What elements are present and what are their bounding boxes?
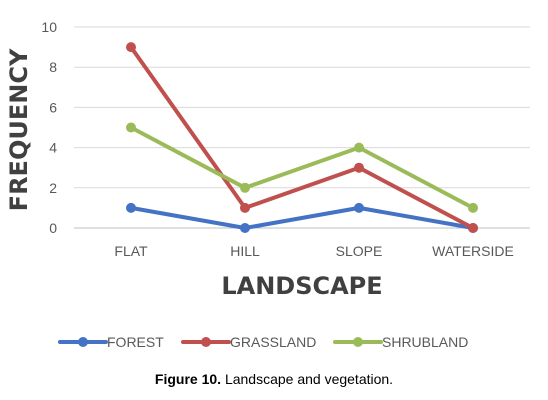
data-point (354, 142, 364, 153)
data-point (240, 182, 250, 193)
gridlines (74, 26, 530, 229)
figure-caption-text: Landscape and vegetation. (224, 371, 394, 387)
data-point (240, 202, 250, 213)
series-line (129, 45, 475, 230)
y-axis-ticks: 0 2 4 6 8 10 (41, 19, 57, 236)
data-point (240, 223, 250, 233)
legend-swatch-marker (353, 337, 363, 347)
y-tick-label: 0 (49, 220, 57, 236)
y-tick-label: 10 (41, 19, 57, 35)
series-line (129, 205, 475, 230)
y-tick-label: 2 (49, 180, 57, 196)
x-category-label: FLAT (114, 243, 148, 259)
data-point (126, 202, 136, 213)
x-category-label: SLOPE (336, 243, 383, 259)
legend-item-shrubland: SHRUBLAND (333, 334, 468, 350)
legend-item-forest: FOREST (58, 334, 164, 350)
data-point (126, 122, 136, 133)
data-point (126, 42, 136, 53)
y-axis-title: FREQUENCY (5, 48, 33, 211)
figure-number: Figure 10. (154, 371, 222, 387)
y-tick-label: 6 (49, 99, 57, 115)
data-point (354, 202, 364, 213)
x-axis-title: LANDSCAPE (221, 272, 382, 300)
y-tick-label: 8 (49, 59, 57, 75)
data-point (468, 202, 478, 213)
series-lines (126, 42, 478, 233)
legend-swatch-marker (78, 337, 88, 347)
legend-swatch-marker (201, 337, 211, 347)
series-line (129, 125, 475, 210)
legend-label: FOREST (107, 334, 164, 350)
legend-label: SHRUBLAND (382, 334, 468, 350)
data-point (468, 223, 478, 233)
series-shrubland (126, 122, 478, 213)
legend: FOREST GRASSLAND SHRUBLAND (58, 334, 468, 350)
x-category-label: HILL (230, 243, 260, 259)
series-grassland (126, 42, 478, 233)
legend-item-grassland: GRASSLAND (181, 334, 316, 350)
x-axis-categories: FLAT HILL SLOPE WATERSIDE (114, 243, 513, 259)
x-category-label: WATERSIDE (432, 243, 514, 259)
data-point (354, 162, 364, 173)
legend-label: GRASSLAND (230, 334, 316, 350)
line-chart: 0 2 4 6 8 10 FLAT HILL SLOPE WATERSIDE FREQUENCY… (5, 19, 530, 350)
y-tick-label: 4 (49, 140, 57, 156)
figure-caption: Figure 10. Landscape and vegetation. (0, 371, 548, 387)
